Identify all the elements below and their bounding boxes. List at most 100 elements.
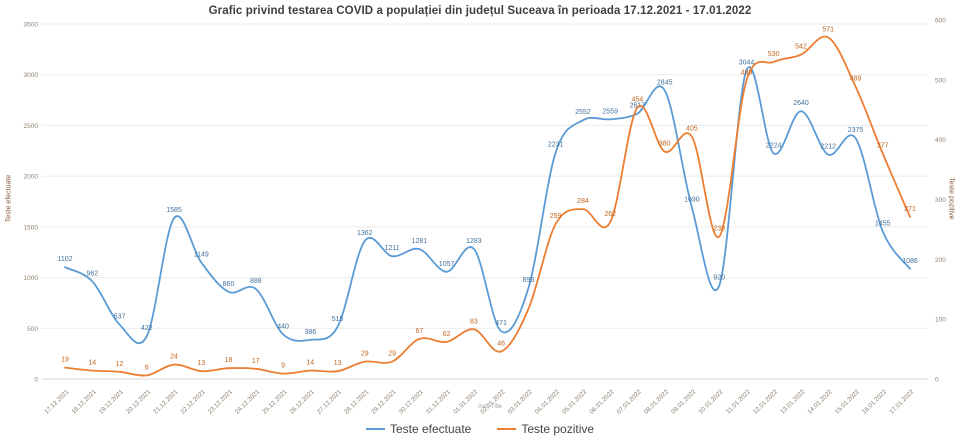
data-label: 515 [332,316,344,323]
data-label: 6 [145,364,149,371]
data-label: 422 [141,325,153,332]
data-label: 3044 [739,59,755,66]
x-axis-tick: 25.12.2021 [261,388,289,416]
x-axis-tick: 08.01.2022 [643,388,671,416]
data-label: 1690 [684,197,700,204]
chart-title: Grafic privind testarea COVID a populați… [208,5,752,17]
data-label: 14 [306,360,314,367]
x-axis-tick: 20.12.2021 [125,388,153,416]
data-label: 1057 [439,261,455,268]
right-axis-title: Teste pozitive [947,177,955,220]
data-label: 860 [223,281,235,288]
data-label: 46 [497,341,505,348]
data-label: 1283 [466,238,482,245]
x-axis-tick: 31.12.2021 [425,388,453,416]
right-axis-tick: 500 [935,77,946,84]
x-axis-tick: 24.12.2021 [234,388,262,416]
right-axis-tick: 400 [935,137,946,144]
legend-item-teste-pozitive[interactable]: Teste pozitive [497,422,594,436]
x-axis-tick: 03.01.2022 [507,388,535,416]
data-label: 499 [741,69,753,76]
data-label: 888 [250,278,262,285]
data-label: 19 [61,357,69,364]
x-axis-tick: 13.01.2022 [779,388,807,416]
data-label: 62 [443,331,451,338]
data-label: 2640 [793,100,809,107]
blue-line-swatch [365,428,385,430]
data-label: 542 [795,44,807,51]
data-label: 380 [659,141,671,148]
legend: Teste efectuate Teste pozitive [0,422,960,436]
data-label: 17 [252,358,260,365]
x-axis-title: Axis Title [477,404,502,410]
data-label: 2224 [766,142,782,149]
data-label: 238 [713,226,725,233]
left-axis-tick: 2500 [24,123,39,130]
data-label: 24 [170,354,178,361]
legend-label: Teste efectuate [389,422,472,436]
data-label: 9 [281,363,285,370]
data-label: 13 [197,360,205,367]
left-axis-tick: 3500 [24,22,39,29]
right-axis-tick: 300 [935,197,946,204]
data-label: 571 [822,26,834,33]
orange-line-swatch [497,428,517,430]
x-axis-tick: 22.12.2021 [179,388,207,416]
data-label: 1211 [385,245,400,252]
left-axis-title: Teste efectuate [5,174,13,223]
x-axis-tick: 27.12.2021 [316,388,344,416]
data-label: 271 [904,206,916,213]
data-label: 13 [334,360,342,367]
left-axis-tick: 1000 [24,275,39,282]
x-axis-tick: 01.01.2022 [452,388,480,416]
x-axis-tick: 04.01.2022 [534,388,562,416]
data-label: 14 [88,360,96,367]
data-label: 18 [225,357,233,364]
data-label: 896 [523,277,535,284]
x-axis-tick: 30.12.2021 [398,388,426,416]
x-axis-tick: 05.01.2022 [561,388,589,416]
data-label: 1149 [194,252,209,259]
data-label: 2845 [657,79,673,86]
x-axis-tick: 07.01.2022 [616,388,644,416]
data-label: 1281 [412,238,428,245]
data-label: 29 [361,351,369,358]
data-label: 284 [577,198,589,205]
series-line-teste-pozitive [64,35,911,377]
data-label: 377 [877,142,889,149]
data-label: 471 [495,320,507,327]
x-axis-tick: 12.01.2022 [752,388,780,416]
x-axis-tick: 06.01.2022 [588,388,616,416]
series-line-teste-efectuate [64,66,911,345]
data-label: 2231 [548,142,564,149]
x-axis-tick: 15.01.2022 [834,388,862,416]
x-axis-tick: 17.01.2022 [888,388,916,416]
x-axis-tick: 19.12.2021 [98,388,126,416]
data-label: 2559 [602,108,618,115]
data-label: 962 [86,270,98,277]
data-label: 405 [686,126,698,133]
data-label: 259 [550,213,562,220]
data-label: 2552 [575,109,591,116]
x-axis-tick: 02.01.2022 [479,388,507,416]
left-axis-tick: 500 [27,326,38,333]
data-label: 1102 [57,256,72,263]
data-label: 83 [470,318,478,325]
left-axis-tick: 1500 [24,224,39,231]
x-axis-tick: 10.01.2022 [697,388,725,416]
x-axis-tick: 14.01.2022 [806,388,834,416]
right-axis-tick: 200 [935,257,946,264]
x-axis-tick: 16.01.2022 [861,388,889,416]
x-axis-tick: 09.01.2022 [670,388,698,416]
legend-item-teste-efectuate[interactable]: Teste efectuate [365,422,472,436]
x-axis-tick: 11.01.2022 [725,388,752,415]
data-label: 2375 [848,127,864,134]
data-label: 262 [604,211,616,218]
data-label: 1086 [902,258,918,265]
right-axis-tick: 0 [935,377,939,384]
data-label: 12 [116,361,124,368]
right-axis-tick: 600 [935,18,946,25]
data-label: 440 [277,323,289,330]
data-label: 489 [850,75,862,82]
